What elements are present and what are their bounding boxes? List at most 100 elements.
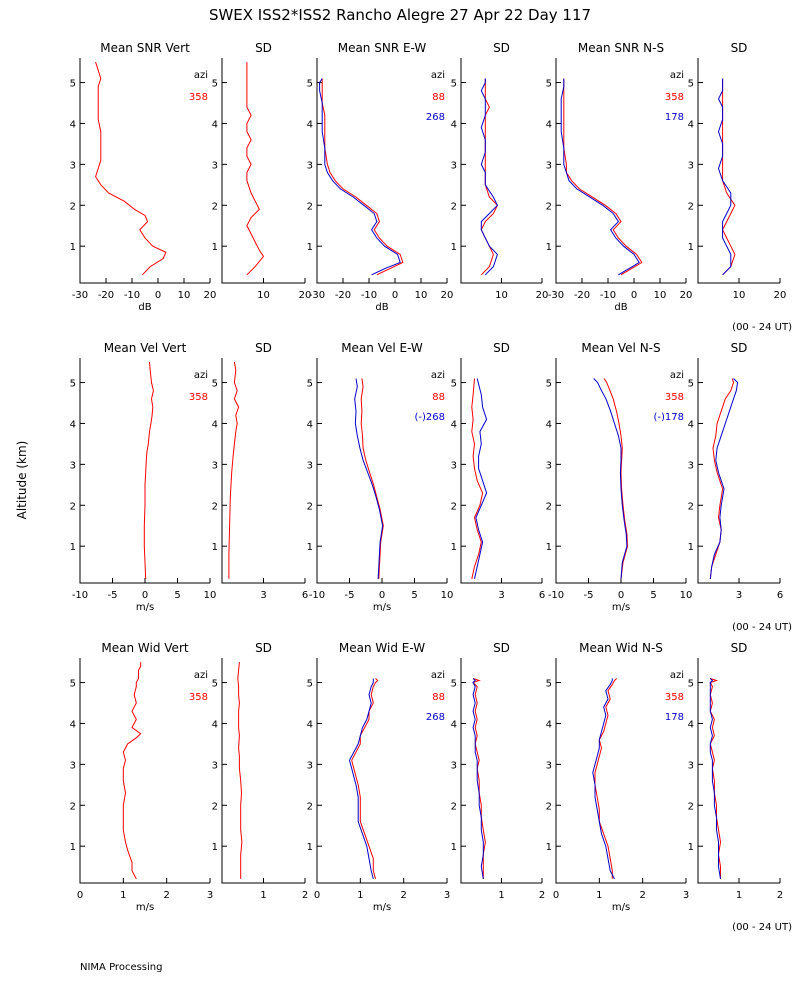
y-tick-label: 2 [70, 501, 76, 512]
y-tick-label: 1 [70, 542, 76, 553]
y-tick-label: 2 [688, 501, 694, 512]
legend-head: azi [194, 370, 208, 381]
figure-title: SWEX ISS2*ISS2 Rancho Alegre 27 Apr 22 D… [209, 6, 591, 24]
x-tick-label: 0 [618, 590, 624, 601]
legend-head: azi [670, 70, 684, 81]
x-tick-label: 0 [553, 890, 559, 901]
time-note-row-3: (00 - 24 UT) [732, 922, 792, 933]
x-tick-label: 2 [777, 890, 783, 901]
series-line-blue [709, 378, 739, 579]
y-tick-label: 5 [307, 79, 313, 90]
x-tick-label: 6 [539, 590, 545, 601]
x-tick-label: -5 [345, 590, 355, 601]
series-line-red [351, 678, 379, 880]
x-tick-label: 2 [302, 890, 308, 901]
legend-entry: (-)268 [415, 412, 446, 423]
series-line-blue [592, 678, 615, 880]
panel-axes [221, 358, 305, 584]
x-tick-label: 6 [777, 590, 783, 601]
y-tick-label: 3 [688, 160, 694, 171]
y-tick-label: 4 [70, 719, 76, 730]
y-tick-label: 4 [546, 119, 552, 130]
series-line-red [237, 662, 243, 879]
legend-entry: 358 [665, 692, 684, 703]
y-tick-label: 3 [688, 460, 694, 471]
y-tick-label: 5 [70, 379, 76, 390]
y-tick-label: 5 [546, 379, 552, 390]
y-tick-label: 5 [212, 379, 218, 390]
series-line-blue [474, 378, 488, 580]
panel-title: Mean SNR Vert [100, 41, 190, 55]
x-tick-label: 20 [680, 290, 693, 301]
x-tick-label: 2 [639, 890, 645, 901]
y-tick-label: 3 [546, 460, 552, 471]
y-tick-label: 3 [70, 160, 76, 171]
legend-head: azi [194, 70, 208, 81]
x-tick-label: 10 [204, 590, 217, 601]
y-tick-label: 1 [546, 542, 552, 553]
series-line-red [143, 362, 154, 579]
y-tick-label: 2 [688, 201, 694, 212]
x-tick-label: 1 [120, 890, 126, 901]
x-tick-label: 20 [441, 290, 454, 301]
x-tick-label: 0 [77, 890, 83, 901]
x-tick-label: 2 [163, 890, 169, 901]
panel-axes [460, 358, 542, 584]
y-tick-label: 2 [451, 501, 457, 512]
y-tick-label: 2 [70, 801, 76, 812]
y-tick-label: 1 [70, 842, 76, 853]
x-tick-label: -30 [548, 290, 564, 301]
y-tick-label: 2 [307, 201, 313, 212]
legend-head: azi [194, 670, 208, 681]
series-line-red [95, 61, 167, 276]
y-tick-label: 5 [307, 679, 313, 690]
panel-title: SD [255, 41, 272, 55]
y-tick-label: 5 [212, 679, 218, 690]
y-tick-label: 1 [688, 242, 694, 253]
x-tick-label: 6 [302, 590, 308, 601]
y-tick-label: 1 [546, 842, 552, 853]
series-line-red [122, 662, 142, 880]
legend-entry: 358 [189, 692, 208, 703]
y-tick-label: 3 [307, 160, 313, 171]
x-tick-label: 0 [155, 290, 161, 301]
y-tick-label: 4 [307, 719, 313, 730]
x-tick-label: 10 [415, 290, 428, 301]
legend-entry: 88 [432, 692, 445, 703]
panel-title: SD [493, 641, 510, 655]
x-tick-label: 10 [733, 290, 746, 301]
panel-16: Mean Wid N-S 1 2 3 4 5 0 1 2 3 m/s azi 358 178 [546, 641, 690, 913]
x-tick-label: -20 [574, 290, 590, 301]
panel-title: Mean Vel N-S [581, 341, 660, 355]
series-line-red [228, 362, 240, 579]
series-line-blue [709, 678, 721, 879]
panel-title: Mean SNR N-S [578, 41, 664, 55]
x-tick-label: 3 [736, 590, 742, 601]
x-axis-label: dB [375, 302, 388, 313]
panel-14: Mean Wid E-W 1 2 3 4 5 0 1 2 3 m/s azi 88 268 [307, 641, 451, 913]
x-tick-label: 0 [631, 290, 637, 301]
x-axis-label: m/s [612, 902, 630, 913]
panel-axes [221, 58, 305, 284]
series-line-blue [348, 678, 374, 880]
panel-7: SD 1 2 3 4 5 3 6 [212, 341, 309, 601]
series-line-red [472, 678, 486, 879]
legend-entry: 268 [426, 712, 445, 723]
y-tick-label: 2 [451, 801, 457, 812]
y-tick-label: 3 [307, 460, 313, 471]
x-tick-label: 3 [444, 890, 450, 901]
y-tick-label: 4 [212, 419, 218, 430]
series-line-blue [319, 78, 401, 276]
series-line-blue [354, 378, 384, 579]
series-line-blue [560, 78, 640, 276]
x-tick-label: 20 [299, 290, 312, 301]
x-tick-label: 20 [774, 290, 787, 301]
x-tick-label: -10 [548, 590, 564, 601]
panel-15: SD 1 2 3 4 5 1 2 [451, 641, 546, 901]
y-tick-label: 1 [451, 242, 457, 253]
x-tick-label: 10 [257, 290, 270, 301]
series-line-blue [717, 78, 732, 276]
panel-2: Mean SNR E-W 1 2 3 4 5 -30 -20 -10 0 10 20 dB azi 88 26… [307, 41, 454, 313]
panel-8: Mean Vel E-W 1 2 3 4 5 -10 -5 0 5 10 m/s azi 88 (-)268 [307, 341, 454, 613]
y-tick-label: 3 [212, 160, 218, 171]
